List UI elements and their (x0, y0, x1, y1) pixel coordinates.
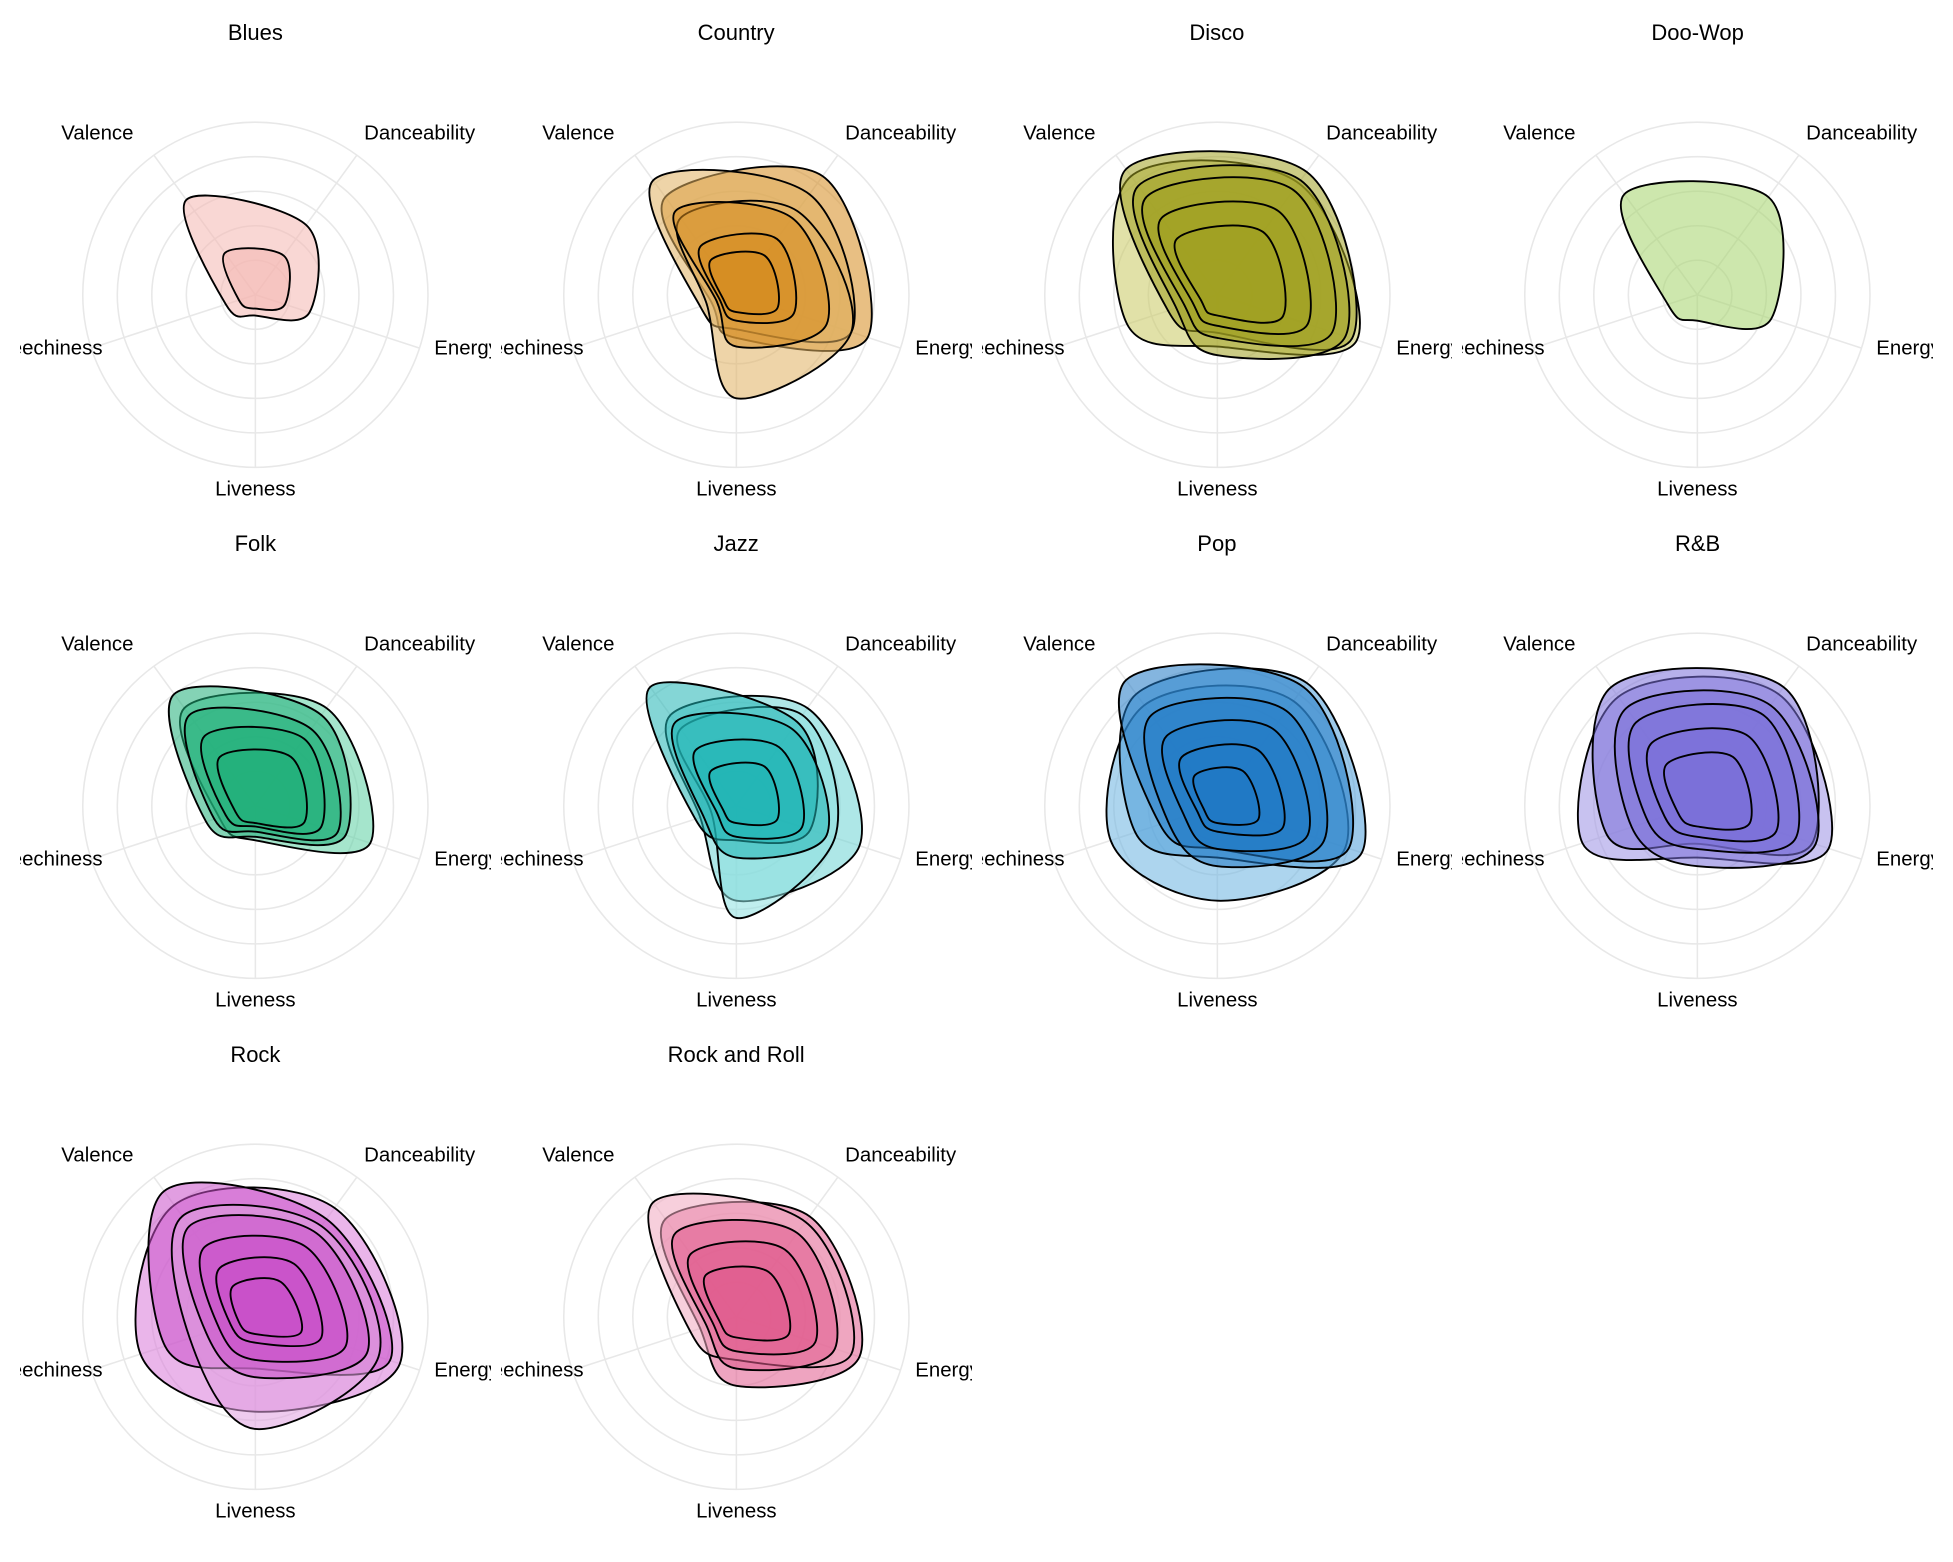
axis-label: Speechiness (1462, 848, 1545, 870)
axis-label: Danceability (364, 633, 476, 655)
radar-chart: Valence Danceability Energy Liveness Speechi… (982, 50, 1453, 521)
axis-label: Energy (434, 337, 490, 359)
axis-label: Speechiness (20, 1359, 103, 1381)
axis-label: Danceability (1326, 122, 1438, 144)
axis-label: Valence (542, 122, 614, 144)
radar-chart: Valence Danceability Energy Liveness Speechi… (501, 1072, 972, 1543)
axis-label: Valence (61, 633, 133, 655)
panel-title: Jazz (714, 531, 759, 557)
axis-label: Liveness (696, 479, 776, 501)
radar-panel: Country Valence Danceability Energy Liveness… (501, 20, 972, 521)
axis-label: Energy (1877, 848, 1933, 870)
axis-label: Liveness (215, 1500, 295, 1522)
axis-label: Liveness (696, 989, 776, 1011)
axis-label: Speechiness (501, 848, 584, 870)
axis-label: Valence (1504, 122, 1576, 144)
axis-label: Liveness (215, 479, 295, 501)
axis-label: Speechiness (20, 337, 103, 359)
axis-label: Energy (915, 337, 971, 359)
radar-panel: Jazz Valence Danceability Energy Liveness Spe… (501, 531, 972, 1032)
radar-panel: Disco Valence Danceability Energy Liveness Sp… (982, 20, 1453, 521)
radar-chart: Valence Danceability Energy Liveness Speechi… (1462, 561, 1933, 1032)
radar-chart: Valence Danceability Energy Liveness Speechi… (501, 561, 972, 1032)
panel-title: Folk (235, 531, 277, 557)
axis-label: Energy (1877, 337, 1933, 359)
radar-chart: Valence Danceability Energy Liveness Speechi… (20, 1072, 491, 1543)
axis-label: Danceability (845, 1144, 957, 1166)
radar-series (1621, 181, 1784, 329)
axis-label: Liveness (215, 989, 295, 1011)
radar-grid: Blues Valence Danceability Energy Liveness Sp… (20, 20, 1933, 1542)
axis-label: Speechiness (501, 337, 584, 359)
axis-label: Speechiness (1462, 337, 1545, 359)
radar-panel: Doo-Wop Valence Danceability Energy Liveness… (1462, 20, 1933, 521)
panel-title: Blues (228, 20, 283, 46)
axis-label: Speechiness (20, 848, 103, 870)
panel-title: Disco (1189, 20, 1244, 46)
radar-chart: Valence Danceability Energy Liveness Speechi… (20, 561, 491, 1032)
axis-label: Liveness (1657, 989, 1737, 1011)
axis-label: Speechiness (501, 1359, 584, 1381)
axis-label: Danceability (1326, 633, 1438, 655)
axis-label: Energy (915, 1359, 971, 1381)
radar-panel: Rock Valence Danceability Energy Liveness Spe… (20, 1042, 491, 1543)
axis-label: Energy (915, 848, 971, 870)
axis-label: Danceability (364, 1144, 476, 1166)
panel-title: R&B (1675, 531, 1720, 557)
panel-title: Pop (1197, 531, 1236, 557)
axis-label: Danceability (845, 122, 957, 144)
radar-panel: Rock and Roll Valence Danceability Energy Li… (501, 1042, 972, 1543)
axis-label: Valence (542, 633, 614, 655)
radar-chart: Valence Danceability Energy Liveness Speechi… (982, 561, 1453, 1032)
axis-label: Valence (61, 122, 133, 144)
axis-label: Valence (1023, 633, 1095, 655)
radar-panel: Folk Valence Danceability Energy Liveness Spe… (20, 531, 491, 1032)
axis-label: Liveness (696, 1500, 776, 1522)
radar-chart: Valence Danceability Energy Liveness Speechi… (1462, 50, 1933, 521)
axis-label: Valence (1023, 122, 1095, 144)
panel-title: Doo-Wop (1651, 20, 1744, 46)
radar-panel: Pop Valence Danceability Energy Liveness Spee… (982, 531, 1453, 1032)
axis-label: Danceability (1806, 122, 1918, 144)
axis-label: Energy (434, 1359, 490, 1381)
axis-label: Valence (61, 1144, 133, 1166)
axis-label: Speechiness (982, 337, 1065, 359)
axis-label: Speechiness (982, 848, 1065, 870)
axis-label: Liveness (1657, 479, 1737, 501)
panel-title: Country (698, 20, 775, 46)
axis-label: Danceability (364, 122, 476, 144)
axis-label: Valence (542, 1144, 614, 1166)
radar-chart: Valence Danceability Energy Liveness Speechi… (501, 50, 972, 521)
radar-panel: R&B Valence Danceability Energy Liveness Spee… (1462, 531, 1933, 1032)
radar-panel: Blues Valence Danceability Energy Liveness Sp… (20, 20, 491, 521)
axis-label: Danceability (1806, 633, 1918, 655)
axis-label: Danceability (845, 633, 957, 655)
axis-label: Liveness (1177, 479, 1257, 501)
axis-label: Energy (434, 848, 490, 870)
axis-label: Energy (1396, 337, 1452, 359)
axis-label: Energy (1396, 848, 1452, 870)
axis-label: Liveness (1177, 989, 1257, 1011)
panel-title: Rock (230, 1042, 280, 1068)
panel-title: Rock and Roll (668, 1042, 805, 1068)
radar-chart: Valence Danceability Energy Liveness Speechi… (20, 50, 491, 521)
axis-label: Valence (1504, 633, 1576, 655)
